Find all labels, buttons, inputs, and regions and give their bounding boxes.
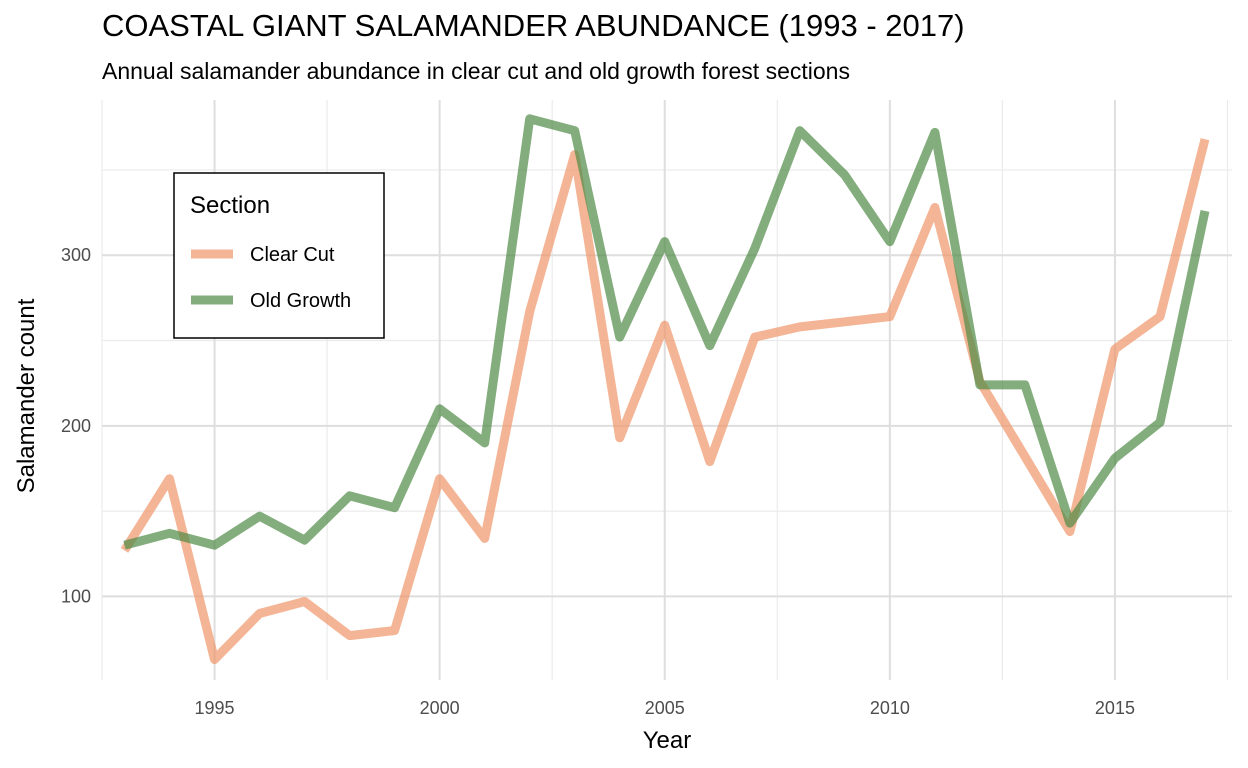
x-tick-label: 2005 [645, 698, 685, 718]
x-tick-label: 2010 [870, 698, 910, 718]
x-tick-label: 2000 [420, 698, 460, 718]
chart-title: COASTAL GIANT SALAMANDER ABUNDANCE (1993… [102, 8, 965, 43]
y-axis-title: Salamander count [13, 298, 40, 493]
y-tick-label: 300 [61, 245, 91, 265]
x-tick-label: 2015 [1095, 698, 1135, 718]
legend-label-clear-cut: Clear Cut [250, 244, 335, 266]
series-lines [120, 114, 1210, 664]
y-axis-ticks: 100 200 300 [61, 245, 91, 606]
x-tick-label: 1995 [195, 698, 235, 718]
legend-label-old-growth: Old Growth [250, 290, 351, 312]
series-line-old-growth [123, 114, 1210, 550]
legend: Section Clear Cut Old Growth [173, 172, 385, 339]
legend-title: Section [190, 192, 270, 219]
x-axis-ticks: 1995 2000 2005 2010 2015 [195, 698, 1135, 718]
y-tick-label: 200 [61, 416, 91, 436]
chart-subtitle: Annual salamander abundance in clear cut… [102, 58, 850, 84]
series-line-clear-cut [120, 138, 1210, 664]
x-axis-title: Year [643, 727, 692, 754]
y-tick-label: 100 [61, 586, 91, 606]
